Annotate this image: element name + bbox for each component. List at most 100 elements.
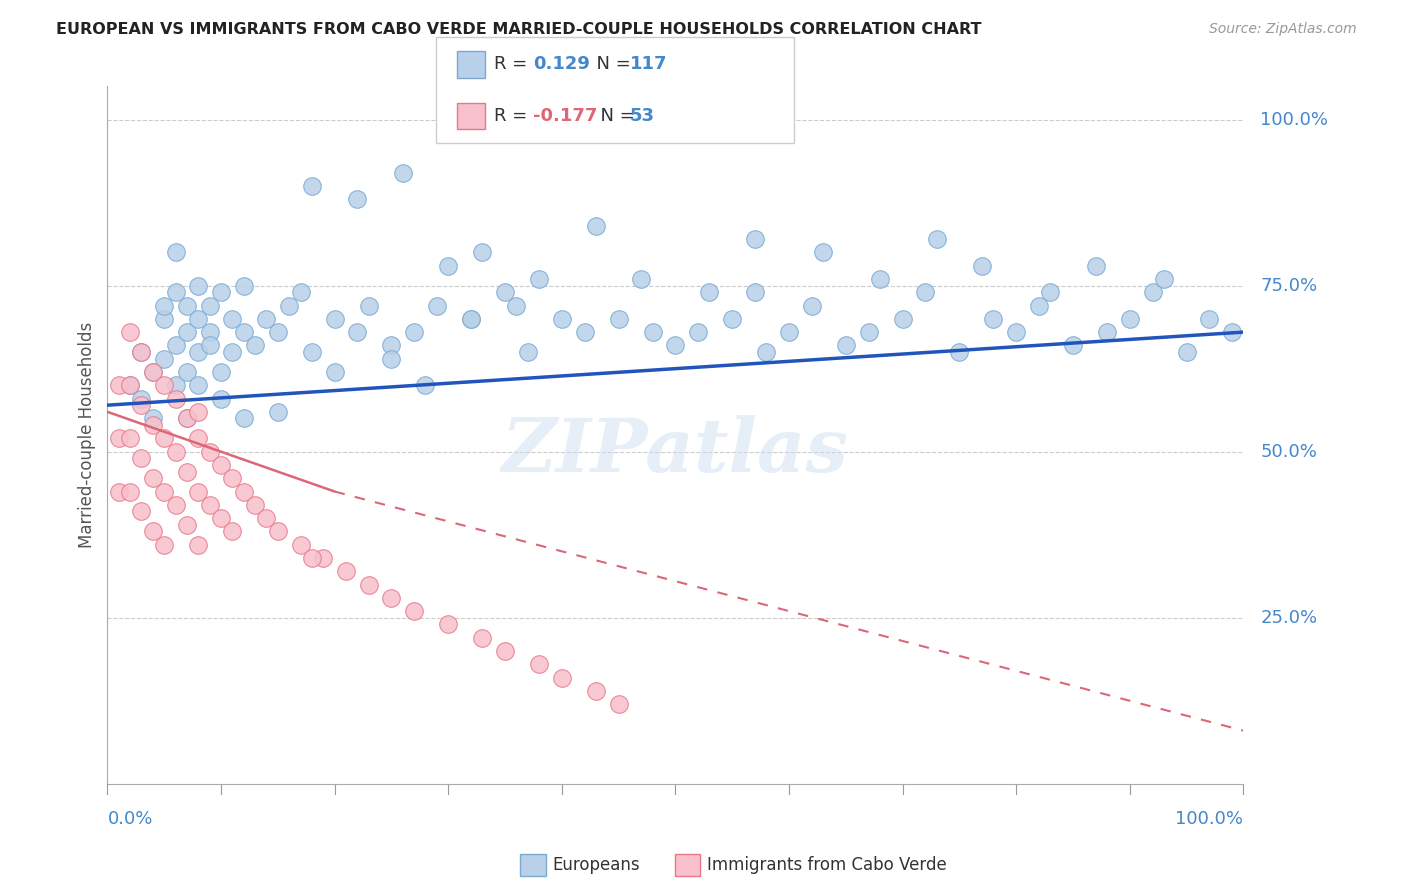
Text: R =: R =	[494, 55, 533, 73]
Point	[142, 365, 165, 379]
Point	[380, 591, 402, 605]
Point	[176, 325, 198, 339]
Point	[858, 325, 880, 339]
Point	[323, 365, 346, 379]
Text: 100.0%: 100.0%	[1175, 810, 1243, 829]
Point	[221, 471, 243, 485]
Point	[187, 345, 209, 359]
Point	[232, 484, 254, 499]
Point	[232, 411, 254, 425]
Point	[142, 471, 165, 485]
Point	[107, 378, 129, 392]
Point	[494, 644, 516, 658]
Point	[131, 451, 153, 466]
Point	[404, 325, 426, 339]
Point	[142, 411, 165, 425]
Point	[380, 338, 402, 352]
Point	[187, 311, 209, 326]
Point	[301, 550, 323, 565]
Point	[585, 683, 607, 698]
Point	[914, 285, 936, 300]
Point	[426, 299, 449, 313]
Point	[380, 351, 402, 366]
Text: EUROPEAN VS IMMIGRANTS FROM CABO VERDE MARRIED-COUPLE HOUSEHOLDS CORRELATION CHA: EUROPEAN VS IMMIGRANTS FROM CABO VERDE M…	[56, 22, 981, 37]
Point	[460, 311, 482, 326]
Point	[404, 604, 426, 618]
Point	[198, 325, 221, 339]
Point	[551, 311, 574, 326]
Point	[120, 378, 142, 392]
Text: Source: ZipAtlas.com: Source: ZipAtlas.com	[1209, 22, 1357, 37]
Point	[153, 378, 176, 392]
Point	[1028, 299, 1050, 313]
Text: 25.0%: 25.0%	[1260, 608, 1317, 627]
Point	[437, 617, 460, 632]
Point	[811, 245, 834, 260]
Text: 50.0%: 50.0%	[1260, 442, 1317, 460]
Point	[107, 484, 129, 499]
Point	[335, 564, 357, 578]
Point	[551, 671, 574, 685]
Point	[120, 431, 142, 445]
Point	[346, 325, 368, 339]
Point	[165, 285, 187, 300]
Point	[187, 378, 209, 392]
Point	[232, 278, 254, 293]
Point	[209, 365, 232, 379]
Point	[721, 311, 744, 326]
Point	[232, 325, 254, 339]
Point	[869, 272, 891, 286]
Point	[165, 444, 187, 458]
Point	[494, 285, 516, 300]
Point	[744, 232, 766, 246]
Text: 0.129: 0.129	[533, 55, 589, 73]
Point	[471, 631, 494, 645]
Point	[800, 299, 823, 313]
Point	[1039, 285, 1062, 300]
Text: -0.177: -0.177	[533, 107, 598, 125]
Point	[120, 484, 142, 499]
Point	[972, 259, 994, 273]
Point	[925, 232, 948, 246]
Point	[505, 299, 527, 313]
Point	[744, 285, 766, 300]
Point	[290, 538, 312, 552]
Text: N =: N =	[589, 107, 641, 125]
Text: Immigrants from Cabo Verde: Immigrants from Cabo Verde	[707, 856, 948, 874]
Point	[891, 311, 914, 326]
Point	[1142, 285, 1164, 300]
Point	[142, 524, 165, 539]
Point	[1198, 311, 1220, 326]
Point	[187, 278, 209, 293]
Point	[153, 538, 176, 552]
Point	[1062, 338, 1084, 352]
Point	[176, 365, 198, 379]
Point	[312, 550, 335, 565]
Point	[688, 325, 710, 339]
Text: N =: N =	[585, 55, 637, 73]
Point	[187, 405, 209, 419]
Point	[243, 498, 266, 512]
Point	[574, 325, 596, 339]
Point	[131, 392, 153, 406]
Point	[1153, 272, 1175, 286]
Text: 100.0%: 100.0%	[1260, 111, 1329, 128]
Point	[254, 311, 277, 326]
Point	[664, 338, 686, 352]
Point	[357, 577, 380, 591]
Point	[607, 697, 630, 711]
Point	[153, 311, 176, 326]
Point	[267, 325, 290, 339]
Point	[1220, 325, 1243, 339]
Point	[290, 285, 312, 300]
Point	[699, 285, 721, 300]
Point	[835, 338, 858, 352]
Point	[153, 484, 176, 499]
Point	[948, 345, 970, 359]
Point	[120, 325, 142, 339]
Point	[165, 498, 187, 512]
Point	[198, 338, 221, 352]
Point	[437, 259, 460, 273]
Point	[120, 378, 142, 392]
Point	[165, 245, 187, 260]
